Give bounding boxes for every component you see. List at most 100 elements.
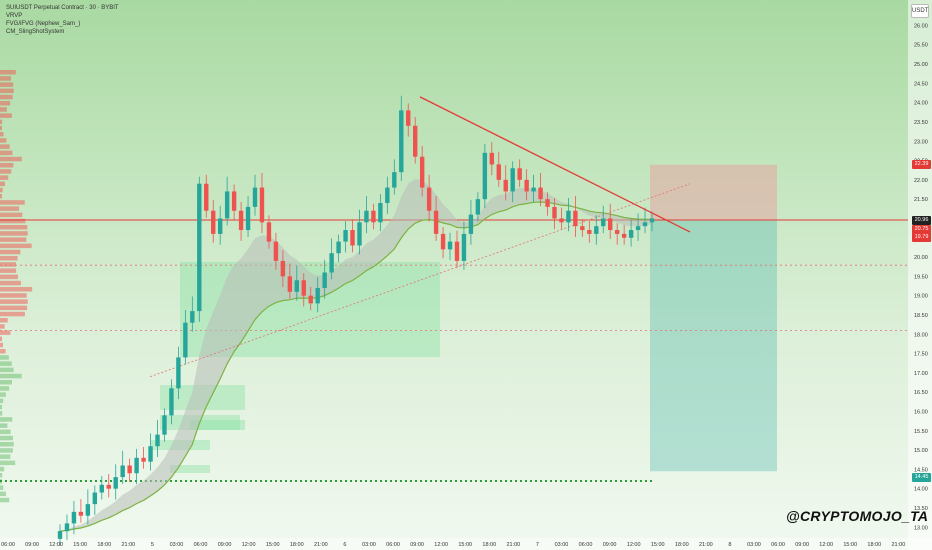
candle[interactable] xyxy=(364,210,369,223)
candle[interactable] xyxy=(280,260,286,277)
candle[interactable] xyxy=(266,222,272,242)
reward-zone-box[interactable] xyxy=(650,220,777,472)
candle[interactable] xyxy=(343,230,348,242)
price-axis-panel[interactable] xyxy=(908,0,932,550)
candle[interactable] xyxy=(183,322,188,358)
candle[interactable] xyxy=(155,434,160,447)
candle[interactable] xyxy=(357,222,362,246)
candle[interactable] xyxy=(406,110,411,126)
candle[interactable] xyxy=(419,156,425,188)
candle[interactable] xyxy=(608,218,613,231)
candle[interactable] xyxy=(190,311,195,323)
candle[interactable] xyxy=(120,465,125,478)
time-axis-panel[interactable] xyxy=(0,538,932,550)
candle[interactable] xyxy=(301,280,306,296)
candle[interactable] xyxy=(580,226,585,231)
candle[interactable] xyxy=(392,172,397,188)
candle[interactable] xyxy=(336,241,341,254)
candle[interactable] xyxy=(315,287,320,304)
candle[interactable] xyxy=(426,187,432,211)
candle[interactable] xyxy=(461,233,467,261)
candle[interactable] xyxy=(350,230,355,246)
candle[interactable] xyxy=(71,511,77,524)
candle[interactable] xyxy=(148,446,153,462)
candle[interactable] xyxy=(197,183,202,312)
candle[interactable] xyxy=(64,523,70,532)
candle[interactable] xyxy=(433,210,439,234)
candle[interactable] xyxy=(642,222,648,227)
candle[interactable] xyxy=(566,210,571,223)
candle[interactable] xyxy=(385,187,390,204)
candle[interactable] xyxy=(113,477,118,489)
candle[interactable] xyxy=(134,457,139,474)
candle[interactable] xyxy=(447,241,453,250)
candle[interactable] xyxy=(127,465,132,474)
candle[interactable] xyxy=(217,218,223,234)
candle[interactable] xyxy=(169,388,174,416)
x-tick-label: 15:00 xyxy=(651,542,665,548)
candle[interactable] xyxy=(287,276,293,292)
candle[interactable] xyxy=(176,357,181,389)
candle[interactable] xyxy=(378,203,383,223)
candle[interactable] xyxy=(85,504,91,516)
candle[interactable] xyxy=(601,218,606,227)
symbol-title[interactable]: SUIUSDT Perpetual Contract · 30 · BYBIT xyxy=(6,5,119,11)
candle[interactable] xyxy=(231,191,237,211)
candle[interactable] xyxy=(510,168,515,192)
candle[interactable] xyxy=(552,206,557,219)
candle[interactable] xyxy=(141,457,146,462)
candle[interactable] xyxy=(649,218,655,223)
candle[interactable] xyxy=(92,492,98,505)
candle[interactable] xyxy=(454,241,460,261)
candle[interactable] xyxy=(162,415,167,435)
candle[interactable] xyxy=(573,210,578,227)
candle[interactable] xyxy=(489,152,495,165)
candle[interactable] xyxy=(587,230,592,234)
candle[interactable] xyxy=(524,179,529,192)
risk-zone-box[interactable] xyxy=(650,164,777,220)
candle[interactable] xyxy=(211,210,216,234)
indicator-vrvp[interactable]: VRVP xyxy=(6,13,23,19)
candle[interactable] xyxy=(273,241,279,261)
candle[interactable] xyxy=(628,230,634,238)
candle[interactable] xyxy=(106,484,111,489)
candle[interactable] xyxy=(259,187,265,223)
candle[interactable] xyxy=(635,226,641,231)
candle[interactable] xyxy=(399,110,404,173)
candle[interactable] xyxy=(224,191,230,219)
candle[interactable] xyxy=(496,164,501,180)
candle[interactable] xyxy=(614,230,620,234)
candle[interactable] xyxy=(57,531,63,539)
candle[interactable] xyxy=(621,233,627,238)
candle[interactable] xyxy=(322,272,327,288)
candle[interactable] xyxy=(99,484,104,493)
candle[interactable] xyxy=(245,206,251,231)
candle[interactable] xyxy=(413,125,418,157)
candle[interactable] xyxy=(503,179,508,192)
candle[interactable] xyxy=(371,210,376,223)
candle[interactable] xyxy=(531,187,536,192)
candle[interactable] xyxy=(517,168,522,180)
candle[interactable] xyxy=(482,152,488,200)
candle[interactable] xyxy=(294,280,299,292)
candle[interactable] xyxy=(78,511,84,516)
descending-trendline[interactable] xyxy=(419,96,691,233)
volume-profile-bar xyxy=(0,70,16,75)
candle[interactable] xyxy=(440,233,446,250)
candle[interactable] xyxy=(252,187,258,207)
candle[interactable] xyxy=(238,210,244,231)
indicator-slingshot[interactable]: CM_SlingShotSystem xyxy=(6,29,65,35)
candle[interactable] xyxy=(204,183,209,211)
candle[interactable] xyxy=(538,187,543,200)
currency-label[interactable]: USDT xyxy=(911,4,929,18)
candle[interactable] xyxy=(329,253,334,273)
candle[interactable] xyxy=(475,199,481,215)
indicator-fvg[interactable]: FVG/iFVG (Nephew_Sam_) xyxy=(6,21,81,27)
candle[interactable] xyxy=(594,226,599,234)
candle[interactable] xyxy=(545,199,550,207)
candle[interactable] xyxy=(468,214,474,234)
candle[interactable] xyxy=(559,218,564,223)
candle[interactable] xyxy=(308,295,313,304)
